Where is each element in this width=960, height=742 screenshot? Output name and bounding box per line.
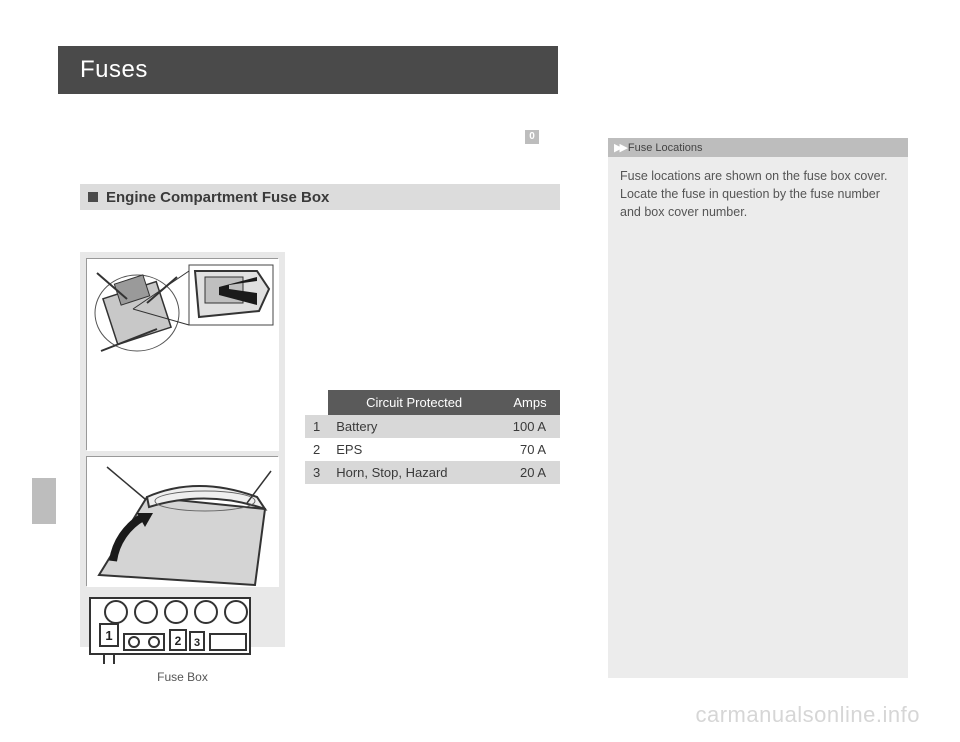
table-header-circuit: Circuit Protected	[328, 390, 500, 415]
table-header-amps: Amps	[500, 390, 560, 415]
section-title: Engine Compartment Fuse Box	[106, 189, 329, 206]
fuse-amp: 70 A	[500, 438, 560, 461]
page-edge-tab	[32, 478, 56, 524]
fuse-num: 2	[305, 438, 328, 461]
fuse-amp: 100 A	[500, 415, 560, 438]
fuse-amp: 20 A	[500, 461, 560, 484]
svg-text:3: 3	[194, 637, 200, 649]
diagram-lower-panel	[86, 456, 278, 586]
table-header-blank	[305, 390, 328, 415]
table-row: 2 EPS 70 A	[305, 438, 560, 461]
table-header-row: Circuit Protected Amps	[305, 390, 560, 415]
fuse-num: 1	[305, 415, 328, 438]
chevron-icon: ▶▶	[614, 141, 625, 154]
section-heading: Engine Compartment Fuse Box	[80, 184, 560, 210]
engine-compartment-illustration	[87, 259, 279, 451]
diagram-upper-panel	[86, 258, 278, 450]
svg-text:1: 1	[105, 628, 112, 643]
sidebar-title: Fuse Locations	[628, 142, 703, 154]
section-bullet-icon	[88, 192, 98, 202]
table-row: 3 Horn, Stop, Hazard 20 A	[305, 461, 560, 484]
fusebox-lid-illustration	[87, 457, 279, 587]
table-row: 1 Battery 100 A	[305, 415, 560, 438]
fuse-name: Horn, Stop, Hazard	[328, 461, 500, 484]
page-title: Fuses	[80, 56, 148, 84]
sidebar-note: ▶▶ Fuse Locations Fuse locations are sho…	[608, 138, 908, 678]
svg-text:2: 2	[175, 634, 182, 648]
fuse-num: 3	[305, 461, 328, 484]
page-header: Fuses	[58, 46, 558, 94]
fusebox-schematic: 1 2 3	[86, 590, 256, 668]
diagram-container: 1 2 3 Fuse Box	[80, 252, 285, 647]
fuse-name: EPS	[328, 438, 500, 461]
sidebar-body: Fuse locations are shown on the fuse box…	[608, 157, 908, 231]
fuse-name: Battery	[328, 415, 500, 438]
diagram-caption: Fuse Box	[86, 670, 279, 684]
fuse-table: Circuit Protected Amps 1 Battery 100 A 2…	[305, 390, 560, 484]
watermark-text: carmanualsonline.info	[695, 702, 920, 728]
sidebar-header: ▶▶ Fuse Locations	[608, 138, 908, 157]
page-ref-box: 0	[525, 130, 539, 144]
